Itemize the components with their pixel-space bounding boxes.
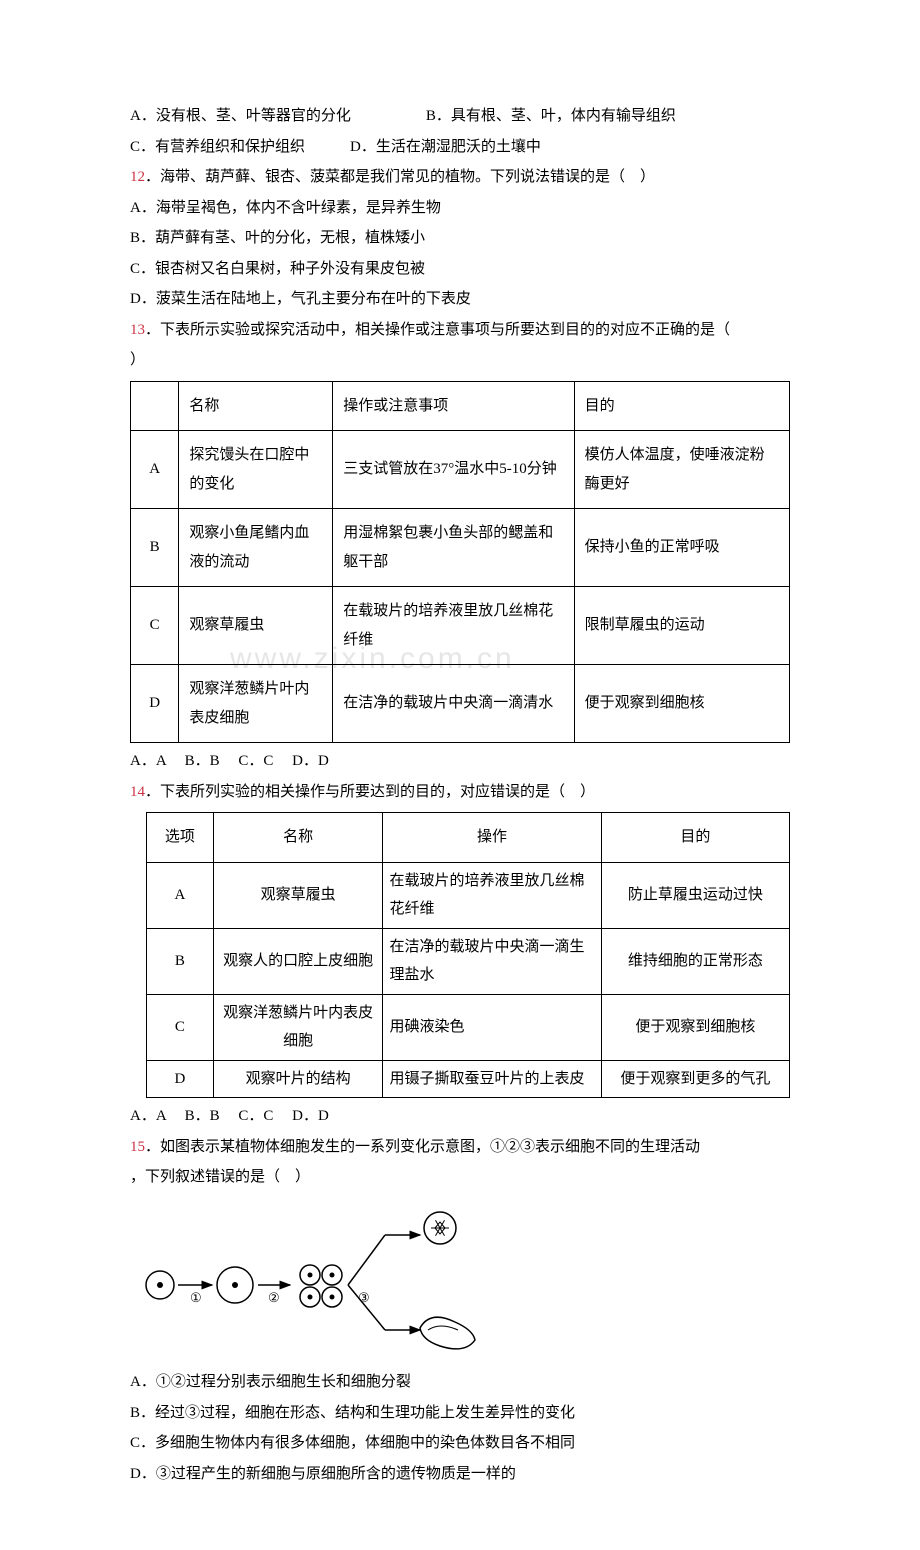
q13-cell: 限制草履虫的运动 bbox=[574, 587, 789, 665]
q12-num: 12 bbox=[130, 169, 145, 185]
q13-header-cell bbox=[131, 381, 179, 431]
q12-opt-c: C．银杏树又名白果树，种子外没有果皮包被 bbox=[130, 255, 790, 284]
q14-cell: 用碘液染色 bbox=[383, 994, 601, 1060]
q14-cell: 观察人的口腔上皮细胞 bbox=[213, 928, 383, 994]
q12-stem-text: ．海带、葫芦藓、银杏、菠菜都是我们常见的植物。下列说法错误的是（ ） bbox=[145, 169, 655, 185]
q13-cell: 模仿人体温度，使唾液淀粉酶更好 bbox=[574, 431, 789, 509]
q12-opt-d: D．菠菜生活在陆地上，气孔主要分布在叶的下表皮 bbox=[130, 285, 790, 314]
q14-num: 14 bbox=[130, 784, 145, 800]
q14-header-cell: 选项 bbox=[147, 813, 214, 863]
q13-cell: A bbox=[131, 431, 179, 509]
table-row: C观察洋葱鳞片叶内表皮细胞用碘液染色便于观察到细胞核 bbox=[147, 994, 790, 1060]
q14-cell: 观察叶片的结构 bbox=[213, 1060, 383, 1098]
q14-cell: 在洁净的载玻片中央滴一滴生理盐水 bbox=[383, 928, 601, 994]
q15-opt-d: D．③过程产生的新细胞与原细胞所含的遗传物质是一样的 bbox=[130, 1460, 790, 1489]
q13-cell: D bbox=[131, 665, 179, 743]
q15-opt-a: A．①②过程分别表示细胞生长和细胞分裂 bbox=[130, 1368, 790, 1397]
svg-text:②: ② bbox=[268, 1290, 280, 1305]
q13-cell: 用湿棉絮包裹小鱼头部的鳃盖和躯干部 bbox=[333, 509, 574, 587]
q14-cell: 便于观察到更多的气孔 bbox=[601, 1060, 789, 1098]
q13-cell: 三支试管放在37°温水中5-10分钟 bbox=[333, 431, 574, 509]
table-row: A观察草履虫在载玻片的培养液里放几丝棉花纤维防止草履虫运动过快 bbox=[147, 862, 790, 928]
table-row: B观察小鱼尾鳍内血液的流动用湿棉絮包裹小鱼头部的鳃盖和躯干部保持小鱼的正常呼吸 bbox=[131, 509, 790, 587]
table-row: D观察洋葱鳞片叶内表皮细胞在洁净的载玻片中央滴一滴清水便于观察到细胞核 bbox=[131, 665, 790, 743]
table-row: A探究馒头在口腔中的变化三支试管放在37°温水中5-10分钟模仿人体温度，使唾液… bbox=[131, 431, 790, 509]
intro-line-2: C．有营养组织和保护组织 D．生活在潮湿肥沃的土壤中 bbox=[130, 133, 790, 162]
q15-num: 15 bbox=[130, 1139, 145, 1155]
table-row: B观察人的口腔上皮细胞在洁净的载玻片中央滴一滴生理盐水维持细胞的正常形态 bbox=[147, 928, 790, 994]
q15-opt-c: C．多细胞生物体内有很多体细胞，体细胞中的染色体数目各不相同 bbox=[130, 1429, 790, 1458]
q12-stem: 12．海带、葫芦藓、银杏、菠菜都是我们常见的植物。下列说法错误的是（ ） bbox=[130, 163, 790, 192]
q15-stem-text: ．如图表示某植物体细胞发生的一系列变化示意图，①②③表示细胞不同的生理活动 bbox=[145, 1139, 700, 1155]
q13-cell: 观察草履虫 bbox=[179, 587, 333, 665]
q12-opt-b: B．葫芦藓有茎、叶的分化，无根，植株矮小 bbox=[130, 224, 790, 253]
q14-cell: 便于观察到细胞核 bbox=[601, 994, 789, 1060]
intro-line-1: A．没有根、茎、叶等器官的分化 B．具有根、茎、叶，体内有输导组织 bbox=[130, 102, 790, 131]
svg-text:③: ③ bbox=[358, 1290, 370, 1305]
q14-cell: 在载玻片的培养液里放几丝棉花纤维 bbox=[383, 862, 601, 928]
q14-cell: C bbox=[147, 994, 214, 1060]
q14-answers: A．A B．B C．C D．D bbox=[130, 1102, 790, 1131]
q14-cell: 维持细胞的正常形态 bbox=[601, 928, 789, 994]
q13-header-cell: 操作或注意事项 bbox=[333, 381, 574, 431]
q13-cell: 观察小鱼尾鳍内血液的流动 bbox=[179, 509, 333, 587]
q14-cell: 观察草履虫 bbox=[213, 862, 383, 928]
q13-num: 13 bbox=[130, 322, 145, 338]
q13-stem-close: ） bbox=[130, 346, 790, 375]
q14-cell: B bbox=[147, 928, 214, 994]
q14-stem: 14．下表所列实验的相关操作与所要达到的目的，对应错误的是（ ） bbox=[130, 778, 790, 807]
q13-table: 名称操作或注意事项目的A探究馒头在口腔中的变化三支试管放在37°温水中5-10分… bbox=[130, 381, 790, 744]
q15-opt-b: B．经过③过程，细胞在形态、结构和生理功能上发生差异性的变化 bbox=[130, 1399, 790, 1428]
q14-header-cell: 目的 bbox=[601, 813, 789, 863]
q13-header-cell: 目的 bbox=[574, 381, 789, 431]
q14-cell: A bbox=[147, 862, 214, 928]
table-row: C观察草履虫在载玻片的培养液里放几丝棉花纤维限制草履虫的运动 bbox=[131, 587, 790, 665]
q13-cell: 在洁净的载玻片中央滴一滴清水 bbox=[333, 665, 574, 743]
q13-cell: C bbox=[131, 587, 179, 665]
q13-stem: 13．下表所示实验或探究活动中，相关操作或注意事项与所要达到目的的对应不正确的是… bbox=[130, 316, 790, 345]
q12-opt-a: A．海带呈褐色，体内不含叶绿素，是异养生物 bbox=[130, 194, 790, 223]
q13-cell: 观察洋葱鳞片叶内表皮细胞 bbox=[179, 665, 333, 743]
q13-stem-text: ．下表所示实验或探究活动中，相关操作或注意事项与所要达到目的的对应不正确的是（ bbox=[145, 322, 730, 338]
q13-cell: 保持小鱼的正常呼吸 bbox=[574, 509, 789, 587]
q14-table: 选项名称操作目的A观察草履虫在载玻片的培养液里放几丝棉花纤维防止草履虫运动过快B… bbox=[146, 812, 790, 1098]
q14-stem-text: ．下表所列实验的相关操作与所要达到的目的，对应错误的是（ ） bbox=[145, 784, 595, 800]
q13-cell: B bbox=[131, 509, 179, 587]
q13-cell: 便于观察到细胞核 bbox=[574, 665, 789, 743]
q14-cell: 观察洋葱鳞片叶内表皮细胞 bbox=[213, 994, 383, 1060]
q14-cell: D bbox=[147, 1060, 214, 1098]
svg-text:①: ① bbox=[190, 1290, 202, 1305]
q13-header-cell: 名称 bbox=[179, 381, 333, 431]
q14-cell: 用镊子撕取蚕豆叶片的上表皮 bbox=[383, 1060, 601, 1098]
q15-stem: 15．如图表示某植物体细胞发生的一系列变化示意图，①②③表示细胞不同的生理活动 bbox=[130, 1133, 790, 1162]
q15-diagram: ① ② ③ bbox=[130, 1200, 790, 1361]
q14-header-cell: 名称 bbox=[213, 813, 383, 863]
q14-cell: 防止草履虫运动过快 bbox=[601, 862, 789, 928]
q14-header-cell: 操作 bbox=[383, 813, 601, 863]
q13-cell: 在载玻片的培养液里放几丝棉花纤维 bbox=[333, 587, 574, 665]
q13-answers: A．A B．B C．C D．D bbox=[130, 747, 790, 776]
q13-cell: 探究馒头在口腔中的变化 bbox=[179, 431, 333, 509]
table-row: D观察叶片的结构用镊子撕取蚕豆叶片的上表皮便于观察到更多的气孔 bbox=[147, 1060, 790, 1098]
q15-stem2: ，下列叙述错误的是（ ） bbox=[130, 1163, 790, 1192]
